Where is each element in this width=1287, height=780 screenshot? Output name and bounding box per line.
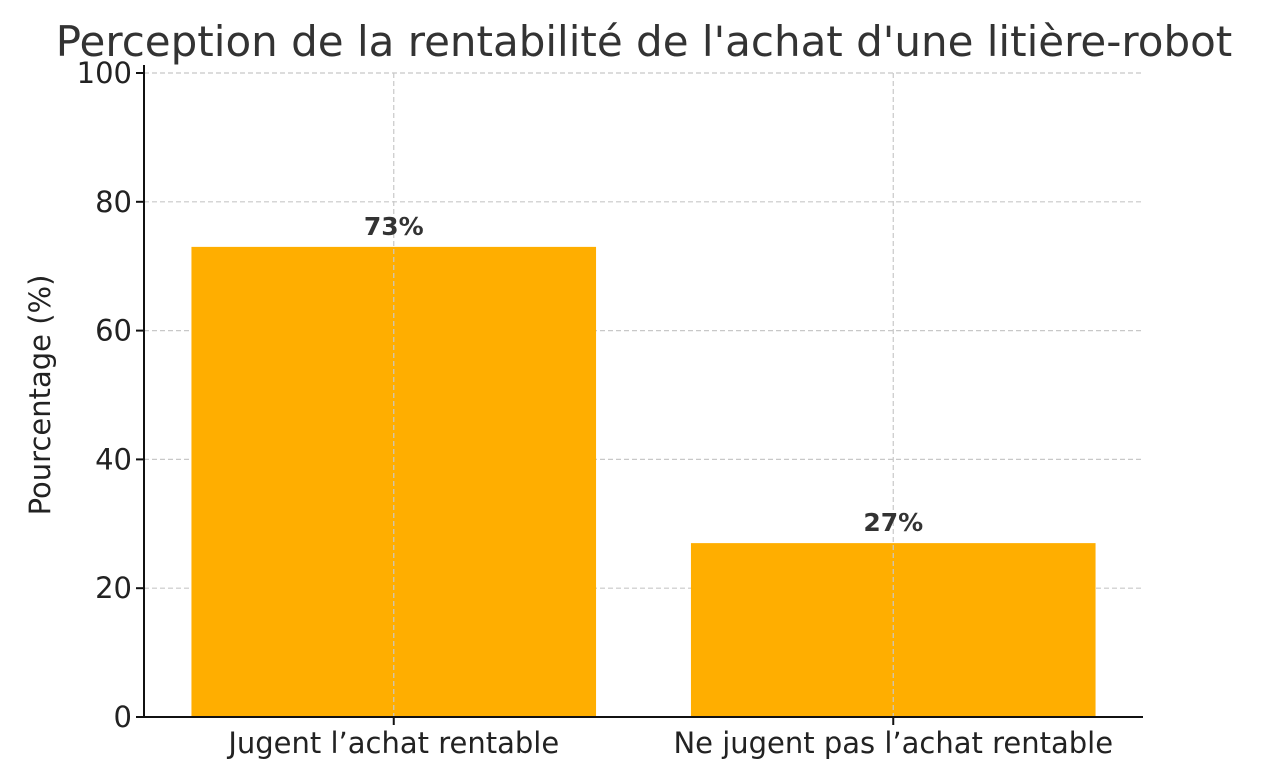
data-labels: 73% 27% bbox=[364, 212, 923, 537]
data-label: 73% bbox=[364, 212, 424, 241]
y-tick-label: 60 bbox=[95, 314, 132, 348]
y-ticks: 0 20 40 60 80 100 bbox=[77, 56, 144, 734]
y-tick-label: 80 bbox=[95, 185, 132, 219]
chart-title: Perception de la rentabilité de l'achat … bbox=[56, 17, 1233, 66]
y-tick-label: 20 bbox=[95, 571, 132, 605]
vertical-grid-lines bbox=[393, 73, 894, 717]
data-label: 27% bbox=[863, 508, 923, 537]
y-tick-label: 100 bbox=[77, 56, 132, 90]
x-ticks: Jugent l’achat rentable Ne jugent pas l’a… bbox=[226, 717, 1113, 760]
bars bbox=[191, 246, 1096, 717]
y-axis-label: Pourcentage (%) bbox=[23, 275, 57, 516]
x-tick-label: Jugent l’achat rentable bbox=[226, 726, 559, 760]
y-tick-label: 40 bbox=[95, 442, 132, 476]
y-tick-label: 0 bbox=[114, 700, 132, 734]
x-tick-label: Ne jugent pas l’achat rentable bbox=[673, 726, 1113, 760]
